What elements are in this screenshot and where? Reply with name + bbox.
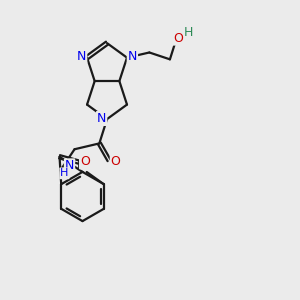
Text: O: O bbox=[111, 155, 121, 168]
Text: CH₃: CH₃ bbox=[65, 160, 84, 170]
Text: N: N bbox=[77, 50, 86, 63]
Text: H: H bbox=[184, 26, 193, 39]
Text: N: N bbox=[97, 112, 106, 125]
Text: O: O bbox=[173, 32, 183, 45]
Text: N: N bbox=[65, 159, 74, 172]
Text: N: N bbox=[128, 50, 137, 63]
Text: H: H bbox=[60, 168, 69, 178]
Text: O: O bbox=[80, 155, 90, 169]
